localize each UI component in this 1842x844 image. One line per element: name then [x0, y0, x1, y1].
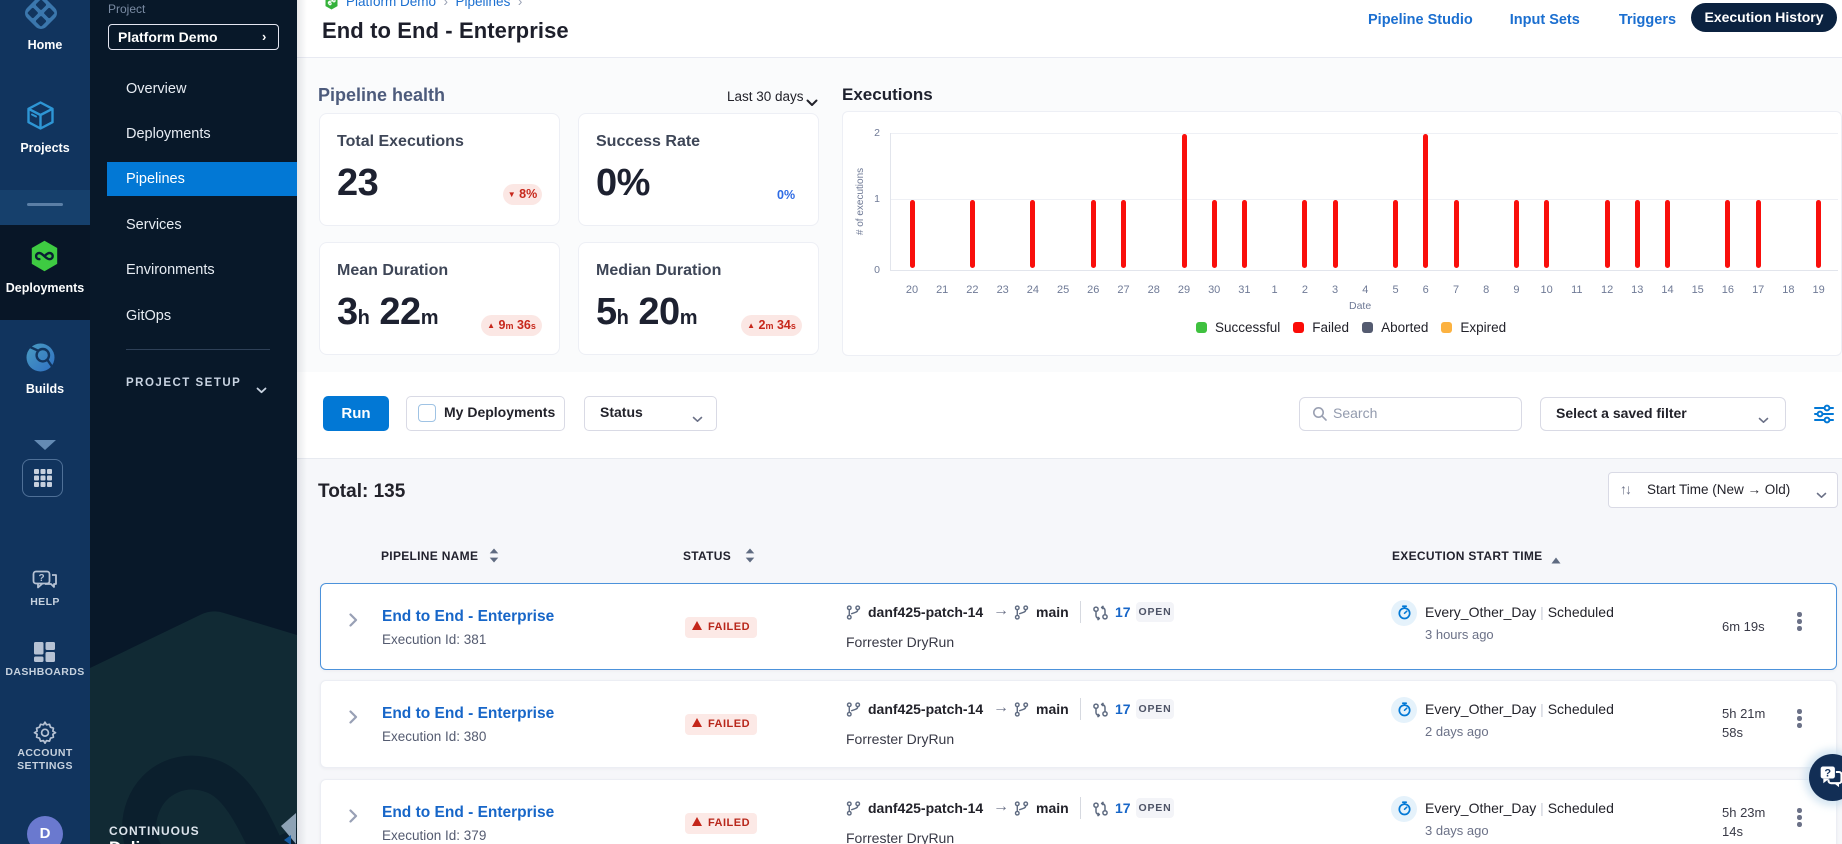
svg-text:?: ?	[38, 573, 44, 584]
svg-text:?: ?	[1824, 768, 1831, 780]
